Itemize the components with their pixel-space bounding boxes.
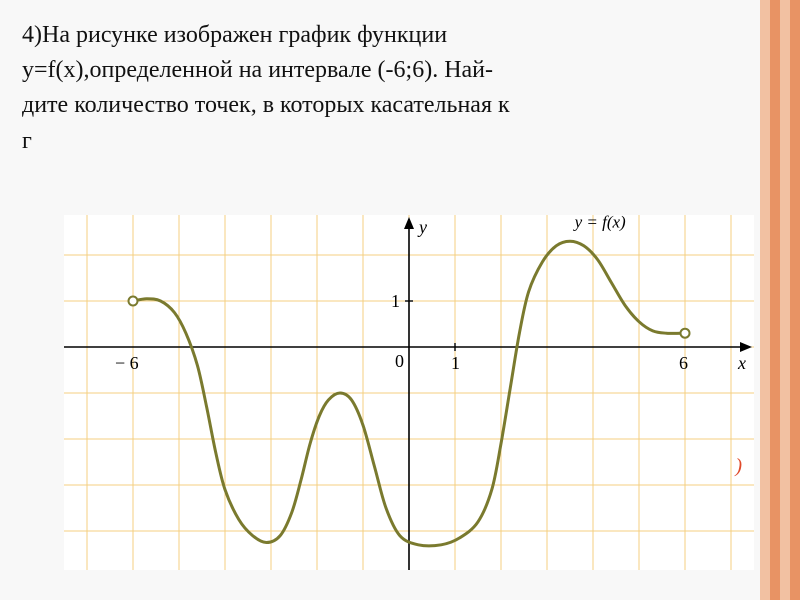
red-paren-mark: ) [735, 455, 742, 478]
text-line-2: y=f(x),определенной на интервале (-6;6).… [22, 53, 750, 88]
stripe [760, 0, 770, 600]
problem-text: 4)На рисунке изображен график функции y=… [22, 18, 750, 122]
svg-text:6: 6 [679, 353, 688, 373]
svg-text:1: 1 [451, 353, 460, 373]
decorative-stripes [760, 0, 800, 600]
text-line-3: дите количество точек, в которых касател… [22, 88, 750, 123]
text-line-1: 4)На рисунке изображен график функции [22, 18, 750, 53]
svg-text:− 6: − 6 [115, 353, 139, 373]
stripe [770, 0, 780, 600]
svg-text:1: 1 [391, 291, 400, 311]
stripe [780, 0, 790, 600]
stripe [790, 0, 800, 600]
content-area: 4)На рисунке изображен график функции y=… [0, 0, 800, 155]
chart-svg: 0 1 1 x y − 6 6 y = f(x) [64, 215, 754, 570]
svg-text:y: y [417, 217, 427, 237]
svg-text:0: 0 [395, 351, 404, 371]
svg-text:x: x [737, 353, 746, 373]
text-fragment: г [22, 128, 750, 155]
function-chart: 0 1 1 x y − 6 6 y = f(x) [64, 215, 754, 570]
svg-text:y = f(x): y = f(x) [573, 215, 626, 231]
